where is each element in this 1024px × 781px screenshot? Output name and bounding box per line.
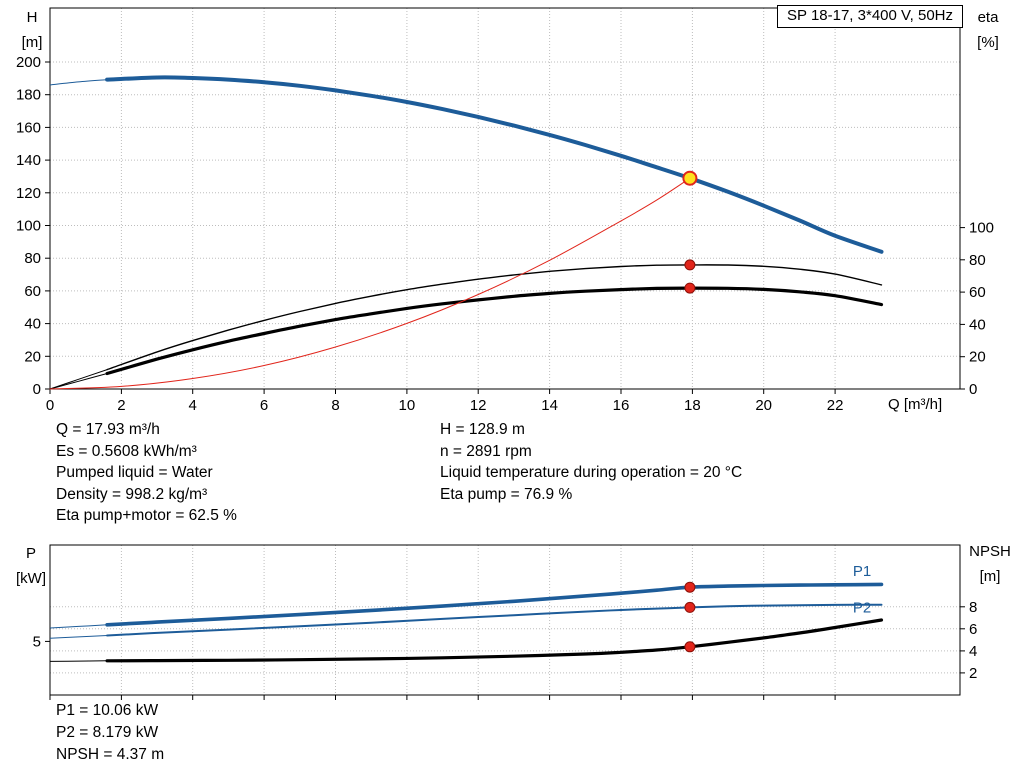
readout-q: Q = 17.93 m³/h xyxy=(56,421,160,438)
readouts-top-left: Q = 17.93 m³/h Es = 0.5608 kWh/m³ Pumped… xyxy=(56,419,237,527)
tick-label-left: 160 xyxy=(16,119,41,136)
h-axis-title: H [m] xyxy=(12,5,52,55)
tick-label-right: 2 xyxy=(969,665,977,682)
eta-pump-motor-curve-lead xyxy=(49,373,108,390)
readout-h: H = 128.9 m xyxy=(440,421,525,438)
readout-npsh: NPSH = 4.37 m xyxy=(56,746,165,763)
npsh-curve xyxy=(105,618,884,663)
tick-label-right: 80 xyxy=(969,252,986,269)
eta-pump-point-marker xyxy=(684,259,696,271)
p1-curve xyxy=(105,582,884,627)
npsh-point-marker xyxy=(684,641,696,653)
tick-label-x: 18 xyxy=(684,397,701,414)
tick-label-left: 60 xyxy=(24,283,41,300)
readouts-top-right: H = 128.9 m n = 2891 rpm Liquid temperat… xyxy=(440,419,742,505)
readout-p2: P2 = 8.179 kW xyxy=(56,724,159,741)
readout-p1: P1 = 10.06 kW xyxy=(56,702,159,719)
readout-pumped-liquid: Pumped liquid = Water xyxy=(56,464,213,482)
eta-pump-motor-point-marker xyxy=(684,282,696,294)
pump-curve-h-lead xyxy=(49,79,108,86)
q-axis-title: Q [m³/h] xyxy=(888,396,943,413)
tick-label-left: 80 xyxy=(24,250,41,267)
tick-label-left: 100 xyxy=(16,218,41,235)
p1-point-marker xyxy=(684,581,696,593)
tick-label-x: 20 xyxy=(755,397,772,414)
p-axis-title: P [kW] xyxy=(8,541,54,591)
p2-curve xyxy=(106,603,883,637)
tick-label-right: 40 xyxy=(969,316,986,333)
eta-axis-unit: [%] xyxy=(977,34,999,51)
readout-density: Density = 998.2 kg/m³ xyxy=(56,485,208,503)
bottom-chart: 5 2 4 6 8 P1 P2 xyxy=(33,544,977,700)
tick-label-x: 2 xyxy=(117,397,125,414)
tick-label-x: 12 xyxy=(470,397,487,414)
tick-label-x: 14 xyxy=(541,397,558,414)
tick-label-left: 180 xyxy=(16,87,41,104)
top-chart: 0 20 40 60 80 100 120 140 160 180 200 0 20 40 60 80 100 0… xyxy=(16,7,994,414)
readout-eta-pump-motor: Eta pump+motor = 62.5 % xyxy=(56,507,237,525)
pump-curve-h xyxy=(105,75,884,254)
p2-curve-label: P2 xyxy=(853,600,871,617)
tick-label-x: 8 xyxy=(331,397,339,414)
eta-axis-letter: eta xyxy=(977,9,999,26)
tick-label-left: 200 xyxy=(16,54,41,71)
tick-label-left: 120 xyxy=(16,185,41,202)
tick-label-x: 16 xyxy=(613,397,630,414)
tick-label-right: 20 xyxy=(969,349,986,366)
p-axis-letter: P xyxy=(25,545,36,562)
readout-eta-pump: Eta pump = 76.9 % xyxy=(440,485,573,503)
npsh-curve-lead xyxy=(49,660,108,662)
p-axis-unit: [kW] xyxy=(16,570,46,587)
chart-title-box: SP 18-17, 3*400 V, 50Hz xyxy=(777,5,963,28)
readout-liquid-temperature: Liquid temperature during operation = 20… xyxy=(440,464,743,482)
tick-label-x: 4 xyxy=(189,397,197,414)
p1-curve-label: P1 xyxy=(853,563,871,580)
h-axis-letter: H xyxy=(26,9,38,26)
tick-label-x: 6 xyxy=(260,397,268,414)
tick-label-x: 22 xyxy=(827,397,844,414)
npsh-axis-title: NPSH [m] xyxy=(960,539,1020,589)
h-axis-unit: [m] xyxy=(21,34,43,51)
tick-label-left: 40 xyxy=(24,316,41,333)
eta-pump-curve-lead xyxy=(49,369,108,390)
tick-label-left: 0 xyxy=(33,381,41,398)
readouts-bottom: P1 = 10.06 kW P2 = 8.179 kW NPSH = 4.37 … xyxy=(56,700,164,766)
readout-es: Es = 0.5608 kWh/m³ xyxy=(56,442,197,460)
tick-label-x: 10 xyxy=(399,397,416,414)
plot-frame xyxy=(49,7,961,390)
duty-point-marker xyxy=(682,170,698,186)
p2-point-marker xyxy=(684,601,696,613)
tick-label-left: 140 xyxy=(16,152,41,169)
tick-label-right: 6 xyxy=(969,621,977,638)
tick-label-right: 60 xyxy=(969,284,986,301)
readout-n: n = 2891 rpm xyxy=(440,442,532,460)
p1-curve-lead xyxy=(49,624,108,629)
tick-label-right: 0 xyxy=(969,381,977,398)
p2-curve-lead xyxy=(49,635,108,639)
tick-label-x: 0 xyxy=(46,397,54,414)
npsh-axis-letter: NPSH xyxy=(969,543,1011,560)
tick-label-left: 20 xyxy=(24,348,41,365)
plot-frame xyxy=(49,544,961,696)
tick-label-right: 100 xyxy=(969,220,994,237)
system-curve xyxy=(49,177,691,390)
tick-label-right: 8 xyxy=(969,599,977,616)
npsh-axis-unit: [m] xyxy=(979,568,1001,585)
tick-label-right: 4 xyxy=(969,643,977,660)
eta-pump-motor-curve xyxy=(105,286,884,376)
tick-label-left: 5 xyxy=(33,633,41,650)
eta-pump-curve xyxy=(106,264,883,371)
eta-axis-title: eta [%] xyxy=(964,5,1012,55)
